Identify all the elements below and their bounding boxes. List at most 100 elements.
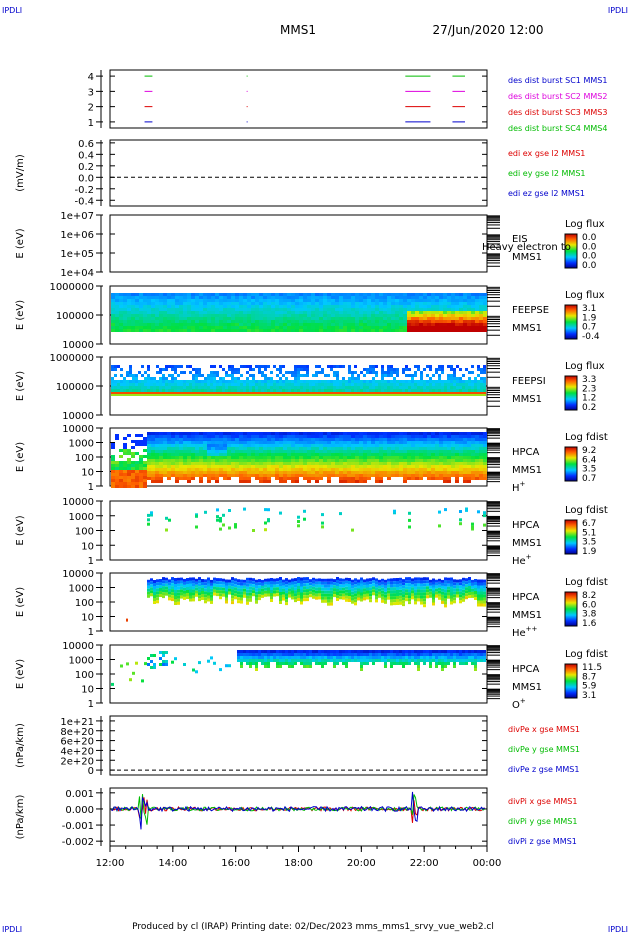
heatmap-cell xyxy=(179,302,183,305)
y-axis-label: (mV/m) xyxy=(15,154,26,192)
heatmap-cell xyxy=(420,577,423,581)
heatmap-cell xyxy=(255,389,258,392)
heatmap-cell xyxy=(414,577,417,581)
heatmap-cell xyxy=(395,441,399,444)
heatmap-cell xyxy=(372,377,375,380)
heatmap-cell xyxy=(475,320,479,323)
heatmap-cell xyxy=(483,317,487,320)
heatmap-cell xyxy=(135,383,138,386)
heatmap-cell xyxy=(127,482,131,485)
heatmap-cell xyxy=(195,371,198,374)
heatmap-cell xyxy=(215,317,219,320)
heatmap-cell xyxy=(351,579,354,583)
heatmap-cell xyxy=(203,296,207,299)
heatmap-cell xyxy=(219,587,222,591)
heatmap-cell xyxy=(327,329,331,332)
heatmap-cell xyxy=(211,305,215,308)
heatmap-cell xyxy=(291,323,295,326)
heatmap-cell xyxy=(311,317,315,320)
heatmap-cell xyxy=(363,477,367,480)
heatmap-cell xyxy=(147,447,151,450)
heatmap-cell xyxy=(261,394,264,396)
heatmap-cell xyxy=(390,602,393,606)
heatmap-cell xyxy=(159,386,162,389)
heatmap-cell xyxy=(303,365,306,368)
heatmap-cell xyxy=(132,380,135,383)
heatmap-cell xyxy=(115,461,119,464)
heatmap-cell xyxy=(243,308,247,311)
heatmap-cell xyxy=(335,456,339,459)
heatmap-cell xyxy=(159,299,163,302)
heatmap-cell xyxy=(240,394,243,396)
heatmap-cell xyxy=(483,308,487,311)
heatmap-cell xyxy=(283,465,287,468)
heatmap-cell xyxy=(319,447,323,450)
heatmap-cell xyxy=(462,383,465,386)
heatmap-cell xyxy=(155,326,159,329)
heatmap-cell xyxy=(319,299,323,302)
heatmap-cell xyxy=(359,459,363,462)
heatmap-cell xyxy=(363,323,367,326)
heatmap-cell xyxy=(427,441,431,444)
heatmap-cell xyxy=(255,386,258,389)
heatmap-cell xyxy=(351,600,354,604)
heatmap-cell xyxy=(391,462,395,465)
heatmap-cell xyxy=(366,392,369,394)
heatmap-cell xyxy=(111,368,114,371)
heatmap-cell xyxy=(303,589,306,593)
heatmap-cell xyxy=(427,317,431,320)
heatmap-cell xyxy=(199,329,203,332)
heatmap-cell xyxy=(231,317,235,320)
heatmap-cell xyxy=(227,296,231,299)
heatmap-cell xyxy=(315,305,319,308)
heatmap-cell xyxy=(135,326,139,329)
heatmap-cell xyxy=(451,471,455,474)
heatmap-cell xyxy=(150,383,153,386)
heatmap-cell xyxy=(215,432,219,435)
heatmap-cell xyxy=(255,302,259,305)
heatmap-cell xyxy=(192,592,195,596)
heatmap-cell xyxy=(379,326,383,329)
heatmap-cell xyxy=(123,302,127,305)
heatmap-cell xyxy=(321,590,324,594)
heatmap-cell xyxy=(443,311,447,314)
heatmap-cell xyxy=(115,467,119,470)
heatmap-cell xyxy=(207,296,211,299)
heatmap-cell xyxy=(387,299,391,302)
heatmap-cell xyxy=(162,394,165,396)
heatmap-cell xyxy=(363,394,366,396)
heatmap-cell xyxy=(225,394,228,396)
heatmap-cell xyxy=(279,456,283,459)
heatmap-cell xyxy=(291,462,295,465)
heatmap-cell xyxy=(435,311,439,314)
heatmap-cell xyxy=(249,592,252,596)
heatmap-cell xyxy=(111,314,115,317)
heatmap-cell xyxy=(199,435,203,438)
heatmap-cell xyxy=(183,441,187,444)
heatmap-cell xyxy=(417,368,420,371)
heatmap-cell xyxy=(251,459,255,462)
heatmap-cell xyxy=(191,477,195,480)
heatmap-cell xyxy=(186,581,189,584)
heatmap-cell xyxy=(219,317,223,320)
heatmap-cell xyxy=(255,317,259,320)
heatmap-cell xyxy=(420,598,423,602)
heatmap-cell xyxy=(300,592,303,596)
heatmap-cell xyxy=(159,462,163,465)
heatmap-cell xyxy=(123,467,127,470)
y-tick-label: 1000 xyxy=(69,512,94,523)
heatmap-cell xyxy=(439,311,443,314)
heatmap-cell xyxy=(267,593,270,597)
heatmap-cell xyxy=(215,477,219,480)
heatmap-cell xyxy=(351,311,355,314)
y-tick-label: 10 xyxy=(81,613,94,624)
heatmap-cell xyxy=(150,590,153,594)
heatmap-cell xyxy=(387,380,390,383)
heatmap-cell xyxy=(267,389,270,392)
heatmap-cell xyxy=(343,305,347,308)
heatmap-cell xyxy=(247,450,251,453)
heatmap-cell xyxy=(215,453,219,456)
legend-entry: des dist burst SC4 MMS4 xyxy=(508,124,607,133)
heatmap-cell xyxy=(279,302,283,305)
heatmap-cell xyxy=(395,468,399,471)
